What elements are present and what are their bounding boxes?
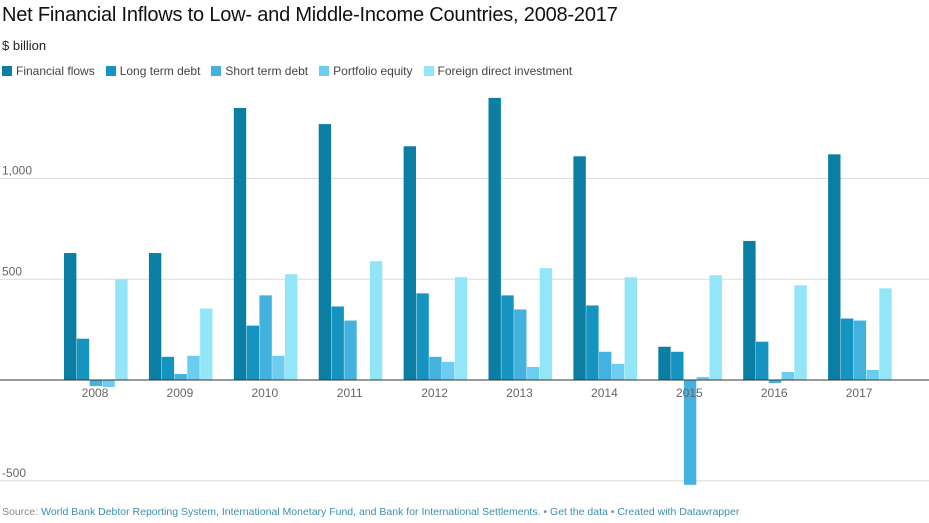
- footer: Source: World Bank Debtor Reporting Syst…: [2, 506, 739, 518]
- x-category-label: 2014: [591, 386, 618, 400]
- bar: [840, 318, 854, 380]
- chart-title: Net Financial Inflows to Low- and Middle…: [2, 4, 618, 26]
- bar: [115, 279, 128, 380]
- bar: [709, 275, 722, 380]
- bar: [768, 380, 782, 384]
- legend-item: Foreign direct investment: [423, 64, 573, 78]
- bar: [586, 305, 599, 380]
- legend-item: Long term debt: [105, 64, 201, 78]
- chart-subtitle: $ billion: [2, 38, 47, 53]
- bar: [233, 107, 247, 380]
- bar: [781, 371, 794, 380]
- bar: [526, 366, 540, 380]
- bar: [442, 361, 455, 380]
- legend-label: Portfolio equity: [333, 64, 413, 78]
- legend-item: Financial flows: [2, 64, 95, 78]
- bar: [828, 154, 841, 380]
- bar: [272, 355, 285, 380]
- legend-label: Financial flows: [16, 64, 95, 78]
- bar: [624, 277, 637, 380]
- y-tick-label: -500: [2, 466, 26, 480]
- bar: [161, 356, 175, 380]
- bar: [501, 295, 514, 380]
- bar: [683, 380, 697, 485]
- y-tick-label: 500: [2, 264, 22, 278]
- bar: [658, 346, 671, 380]
- bar: [174, 373, 187, 380]
- source-prefix: Source:: [2, 506, 42, 518]
- source-link[interactable]: World Bank Debtor Reporting System, Inte…: [41, 506, 541, 518]
- bar: [89, 380, 102, 387]
- bar: [599, 351, 612, 380]
- bar: [403, 146, 416, 380]
- bar: [429, 356, 442, 380]
- bar: [756, 341, 769, 380]
- legend-label: Short term debt: [225, 64, 309, 78]
- bar: [344, 320, 357, 380]
- bar: [369, 261, 383, 380]
- bar: [696, 376, 710, 380]
- bar: [187, 355, 200, 380]
- bar: [866, 369, 879, 380]
- footer-separator: •: [540, 506, 551, 518]
- bar: [416, 293, 429, 380]
- bar: [671, 351, 684, 380]
- bar: [64, 253, 77, 380]
- bar: [611, 363, 625, 380]
- bar: [246, 325, 259, 380]
- legend-swatch: [211, 66, 222, 76]
- x-category-label: 2016: [761, 386, 788, 400]
- bar: [102, 380, 115, 388]
- y-tick-label: 1,000: [2, 164, 32, 178]
- x-category-label: 2011: [337, 386, 363, 400]
- legend-swatch: [319, 66, 330, 76]
- bar: [454, 277, 468, 380]
- bar: [573, 156, 586, 380]
- bar: [76, 338, 90, 380]
- x-category-label: 2012: [421, 386, 448, 400]
- legend-label: Long term debt: [119, 64, 201, 78]
- bar: [794, 285, 807, 380]
- bar: [488, 97, 501, 381]
- x-category-label: 2015: [676, 386, 703, 400]
- footer-separator: •: [607, 506, 618, 518]
- datawrapper-link[interactable]: Created with Datawrapper: [617, 506, 740, 518]
- bar: [743, 240, 756, 380]
- legend-item: Short term debt: [211, 64, 308, 78]
- x-category-label: 2010: [251, 386, 278, 400]
- x-category-label: 2008: [82, 386, 109, 400]
- bar: [148, 253, 162, 380]
- bar: [514, 309, 527, 380]
- bar: [200, 308, 213, 380]
- bar: [539, 268, 553, 380]
- legend: Financial flows Long term debt Short term …: [2, 64, 572, 78]
- x-category-label: 2013: [506, 386, 533, 400]
- legend-item: Portfolio equity: [319, 64, 413, 78]
- legend-swatch: [105, 66, 116, 76]
- bar: [879, 288, 892, 380]
- bar: [259, 295, 272, 380]
- bar: [853, 320, 867, 380]
- bar: [331, 306, 344, 380]
- get-data-link[interactable]: Get the data: [550, 506, 608, 518]
- bar: [285, 274, 298, 380]
- bar: [318, 124, 332, 380]
- legend-label: Foreign direct investment: [437, 64, 573, 78]
- x-category-label: 2017: [846, 386, 873, 400]
- legend-swatch: [2, 66, 12, 76]
- legend-swatch: [423, 66, 434, 76]
- x-category-label: 2009: [167, 386, 194, 400]
